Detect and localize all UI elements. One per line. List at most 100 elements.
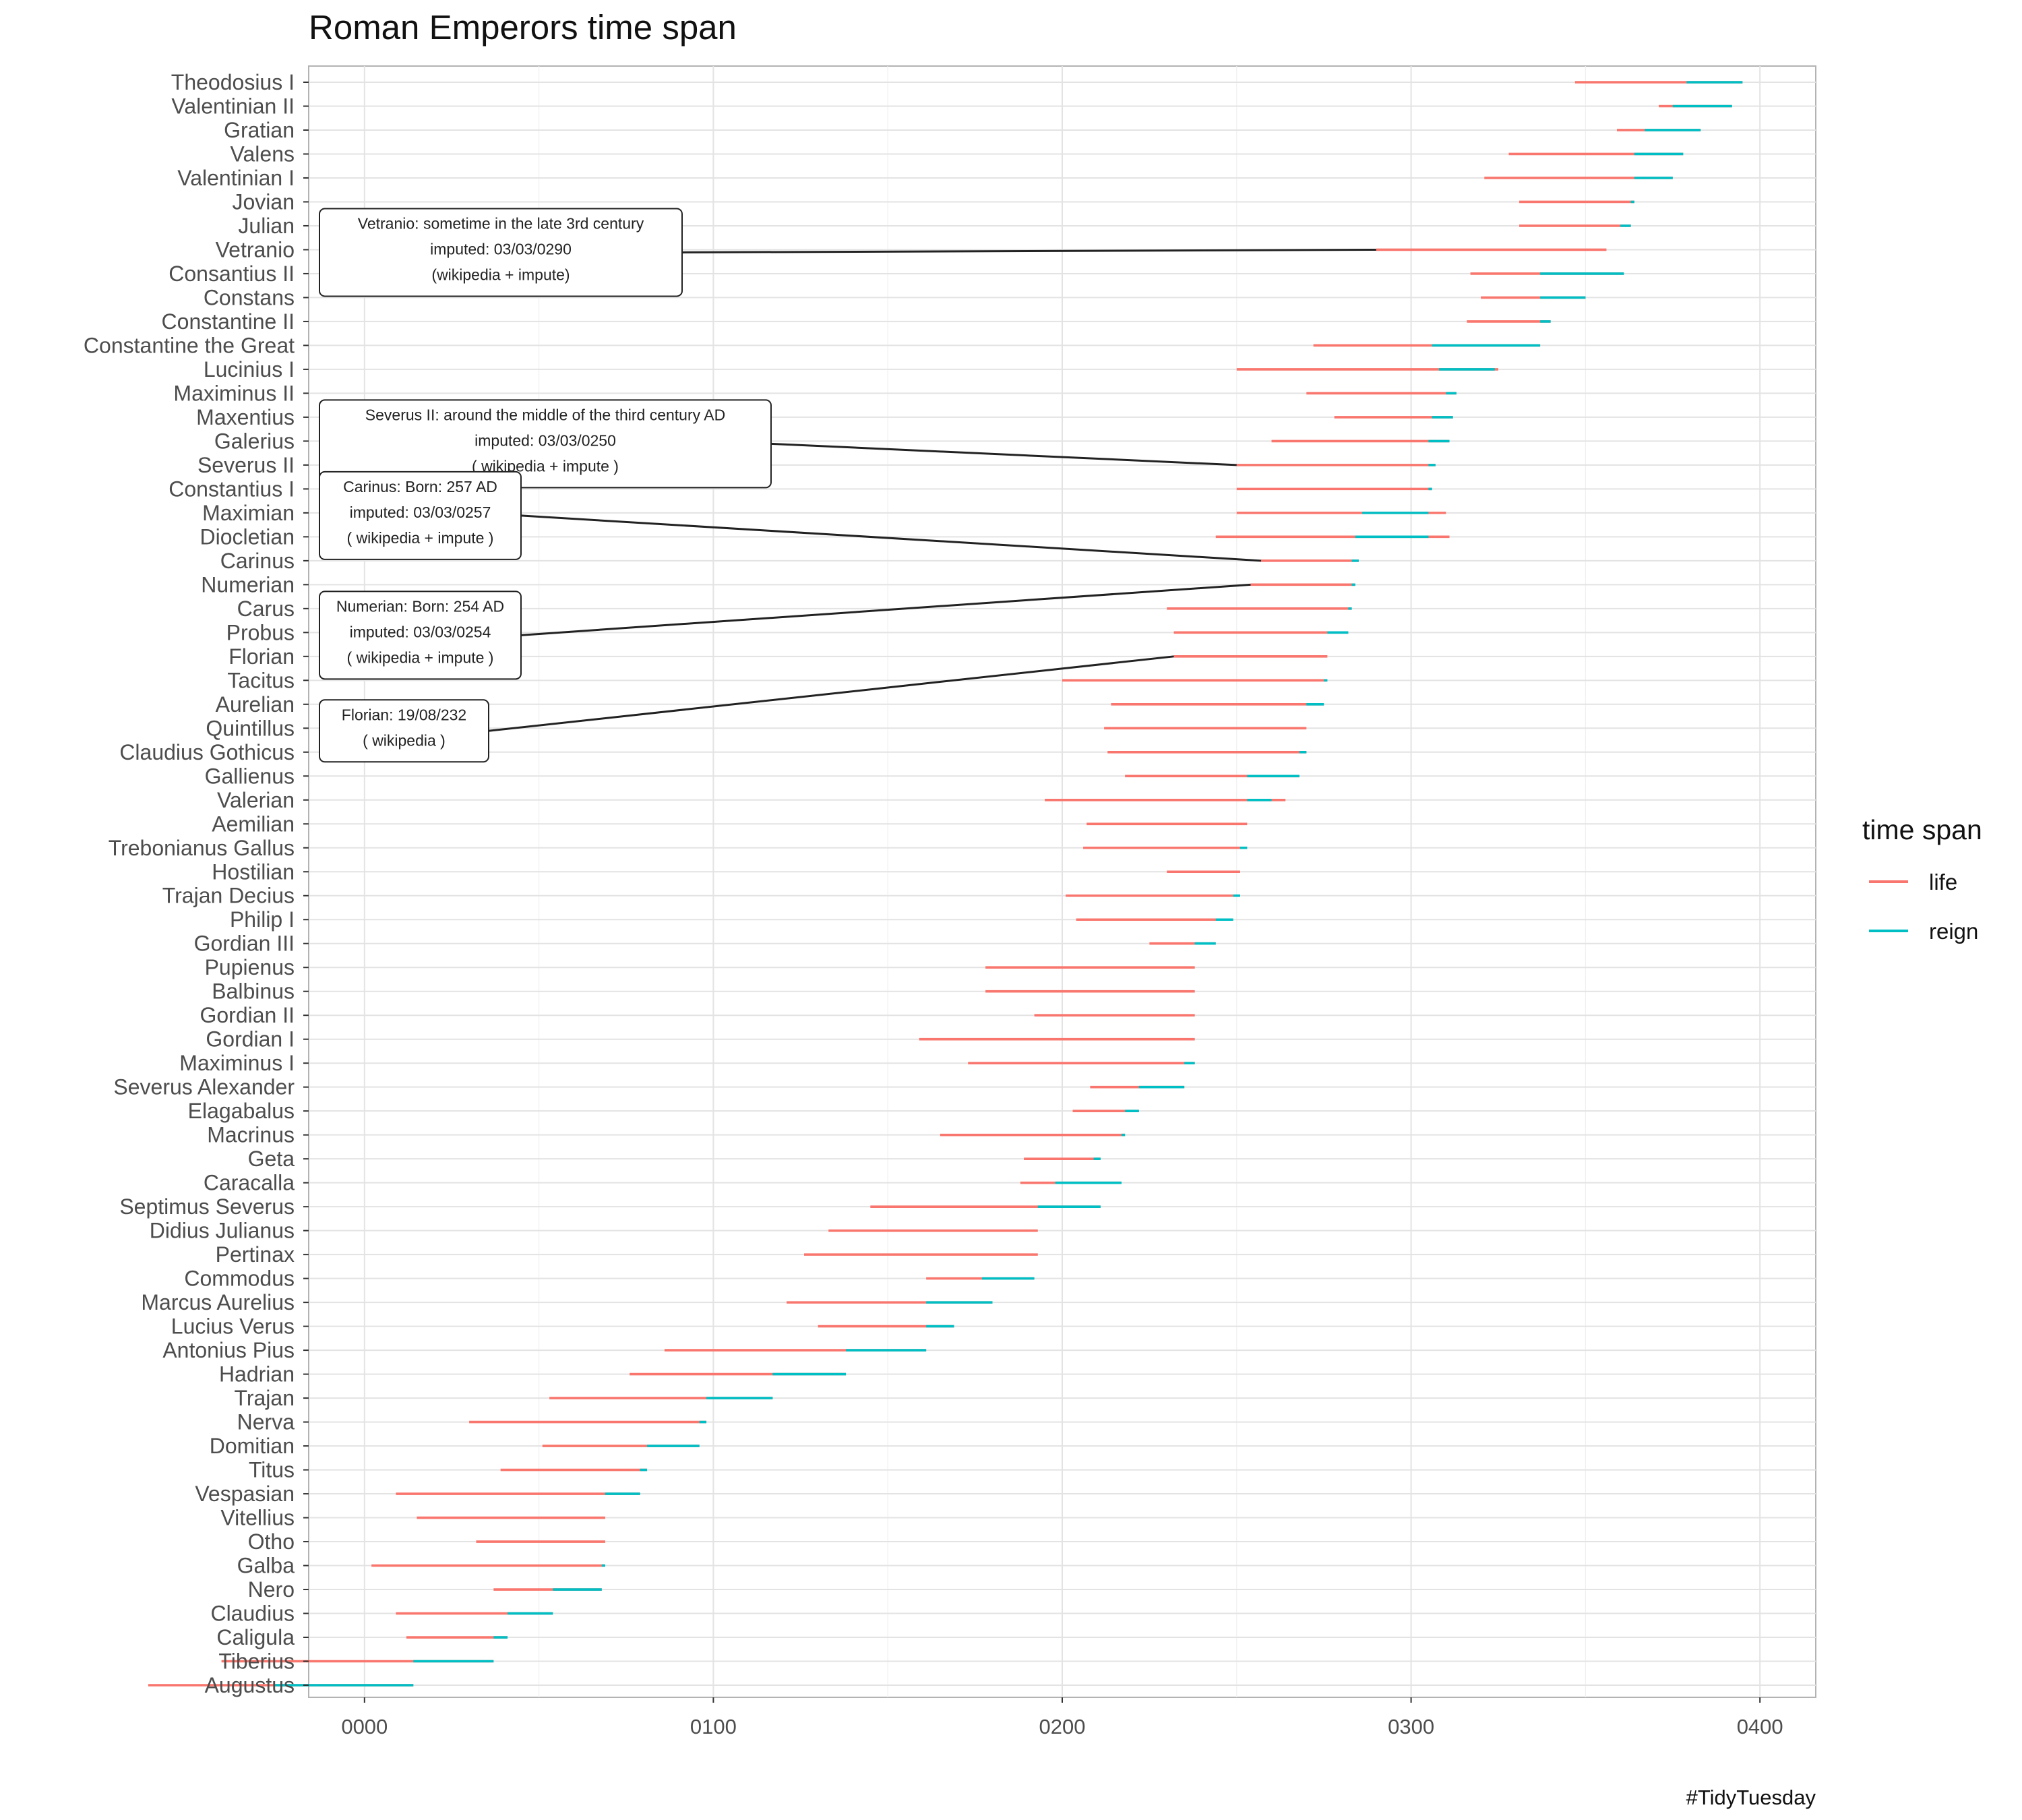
y-tick-label: Nerva bbox=[237, 1410, 295, 1434]
y-tick-label: Domitian bbox=[210, 1434, 295, 1458]
y-tick-label: Balbinus bbox=[212, 979, 295, 1004]
annotations: Vetranio: sometime in the late 3rd centu… bbox=[319, 208, 1376, 763]
annotation-box bbox=[319, 590, 522, 680]
annotation-text: Vetranio: sometime in the late 3rd centu… bbox=[358, 214, 644, 232]
legend-reign-label: reign bbox=[1929, 919, 1978, 944]
y-tick-label: Geta bbox=[248, 1147, 295, 1171]
annotation-text: imputed: 03/03/0250 bbox=[474, 431, 616, 449]
y-tick-label: Titus bbox=[249, 1458, 295, 1482]
chart-title: Roman Emperors time span bbox=[309, 8, 737, 47]
y-tick-label: Julian bbox=[238, 214, 295, 238]
y-tick-label: Didius Julianus bbox=[150, 1219, 295, 1243]
y-tick-label: Hadrian bbox=[219, 1362, 295, 1387]
annotation-connector bbox=[770, 442, 1237, 466]
y-tick-label: Constantine the Great bbox=[84, 333, 295, 357]
annotation-text: ( wikipedia + impute ) bbox=[347, 529, 494, 547]
y-tick-label: Theodosius I bbox=[171, 70, 295, 94]
y-tick-label: Tiberius bbox=[218, 1649, 295, 1674]
annotation-box bbox=[319, 399, 772, 489]
y-tick-label: Antonius Pius bbox=[162, 1338, 295, 1362]
caption: #TidyTuesday bbox=[1686, 1786, 1816, 1809]
y-tick-label: Claudius Gothicus bbox=[119, 740, 295, 764]
y-tick-label: Aemilian bbox=[212, 812, 295, 836]
y-tick-label: Gordian II bbox=[200, 1003, 295, 1027]
annotation-text: imputed: 03/03/0254 bbox=[350, 623, 491, 640]
y-tick-label: Lucius Verus bbox=[171, 1314, 295, 1339]
y-tick-label: Numerian bbox=[201, 572, 295, 597]
annotation-box bbox=[319, 699, 489, 763]
y-tick-label: Lucinius I bbox=[204, 357, 295, 382]
y-tick-label: Carus bbox=[237, 597, 295, 621]
x-tick-label: 0400 bbox=[1737, 1715, 1783, 1738]
y-tick-label: Pupienus bbox=[205, 955, 295, 979]
y-tick-label: Constans bbox=[204, 285, 295, 309]
annotation-connector bbox=[681, 248, 1376, 253]
annotation-text: (wikipedia + impute) bbox=[431, 266, 570, 283]
annotation-box bbox=[319, 471, 522, 560]
x-tick-label: 0000 bbox=[341, 1715, 388, 1738]
annotation-text: Florian: 19/08/232 bbox=[342, 706, 466, 723]
y-tick-label: Consantius II bbox=[168, 262, 295, 286]
y-tick-label: Trajan bbox=[234, 1386, 295, 1410]
y-tick-label: Caracalla bbox=[204, 1171, 295, 1195]
y-tick-label: Commodus bbox=[184, 1267, 295, 1291]
y-tick-label: Gratian bbox=[224, 118, 295, 142]
y-tick-label: Otho bbox=[248, 1529, 295, 1554]
annotation-text: Numerian: Born: 254 AD bbox=[336, 597, 504, 615]
y-tick-label: Gordian I bbox=[206, 1027, 295, 1052]
y-tick-label: Elagabalus bbox=[188, 1099, 295, 1123]
annotation-text: imputed: 03/03/0257 bbox=[350, 504, 491, 521]
y-tick-label: Septimus Severus bbox=[119, 1194, 295, 1219]
y-tick-label: Hostilian bbox=[212, 859, 295, 884]
y-tick-label: Pertinax bbox=[216, 1242, 295, 1267]
annotation-text: Carinus: Born: 257 AD bbox=[343, 478, 497, 495]
y-tick-label: Trajan Decius bbox=[162, 884, 295, 908]
x-tick-label: 0300 bbox=[1388, 1715, 1434, 1738]
y-tick-label: Severus Alexander bbox=[113, 1075, 295, 1099]
y-tick-label: Galerius bbox=[214, 429, 295, 453]
y-tick-label: Constantius I bbox=[168, 477, 295, 501]
y-axis-labels: AugustusTiberiusCaligulaClaudiusNeroGalb… bbox=[84, 70, 309, 1697]
y-tick-label: Constantine II bbox=[162, 309, 295, 334]
y-tick-label: Tacitus bbox=[227, 668, 295, 692]
annotation-connector bbox=[520, 583, 1251, 636]
y-tick-label: Marcus Aurelius bbox=[141, 1290, 295, 1314]
x-axis-labels: 0000 0100 0200 0300 0400 bbox=[341, 1697, 1783, 1738]
y-tick-label: Galba bbox=[237, 1554, 295, 1578]
y-tick-label: Carinus bbox=[220, 549, 295, 573]
y-tick-label: Florian bbox=[228, 644, 295, 669]
y-tick-label: Diocletian bbox=[200, 524, 295, 549]
y-tick-label: Valentinian II bbox=[171, 94, 295, 118]
y-tick-label: Gordian III bbox=[194, 932, 295, 956]
y-tick-label: Valens bbox=[231, 142, 295, 166]
legend-title: time span bbox=[1862, 814, 1982, 845]
y-tick-label: Maximinus I bbox=[179, 1051, 295, 1075]
y-tick-label: Philip I bbox=[230, 907, 295, 932]
annotation-connector bbox=[488, 655, 1174, 732]
y-tick-label: Vespasian bbox=[195, 1482, 295, 1506]
y-tick-label: Claudius bbox=[210, 1602, 295, 1626]
x-tick-label: 0100 bbox=[690, 1715, 737, 1738]
y-tick-label: Nero bbox=[248, 1577, 295, 1602]
y-tick-label: Quintillus bbox=[206, 716, 295, 740]
y-tick-label: Maximinus II bbox=[173, 381, 295, 405]
annotation-connector bbox=[520, 514, 1262, 562]
y-tick-label: Vitellius bbox=[220, 1506, 295, 1530]
y-tick-label: Valentinian I bbox=[177, 166, 295, 190]
y-tick-label: Vetranio bbox=[216, 237, 295, 262]
legend: time span life reign bbox=[1862, 814, 1982, 944]
y-tick-label: Trebonianus Gallus bbox=[109, 836, 295, 860]
legend-life-label: life bbox=[1929, 870, 1957, 894]
annotation-text: imputed: 03/03/0290 bbox=[430, 240, 572, 257]
y-tick-label: Aurelian bbox=[216, 692, 295, 717]
y-tick-label: Gallienus bbox=[205, 764, 295, 788]
annotation-box bbox=[319, 208, 683, 297]
y-tick-label: Augustus bbox=[205, 1673, 295, 1697]
y-tick-label: Maximian bbox=[202, 501, 295, 525]
y-tick-label: Severus II bbox=[197, 453, 295, 477]
y-tick-label: Jovian bbox=[233, 189, 295, 214]
x-tick-label: 0200 bbox=[1039, 1715, 1086, 1738]
y-tick-label: Valerian bbox=[217, 788, 295, 812]
annotation-text: ( wikipedia + impute ) bbox=[347, 648, 494, 666]
y-tick-label: Caligula bbox=[216, 1625, 295, 1649]
